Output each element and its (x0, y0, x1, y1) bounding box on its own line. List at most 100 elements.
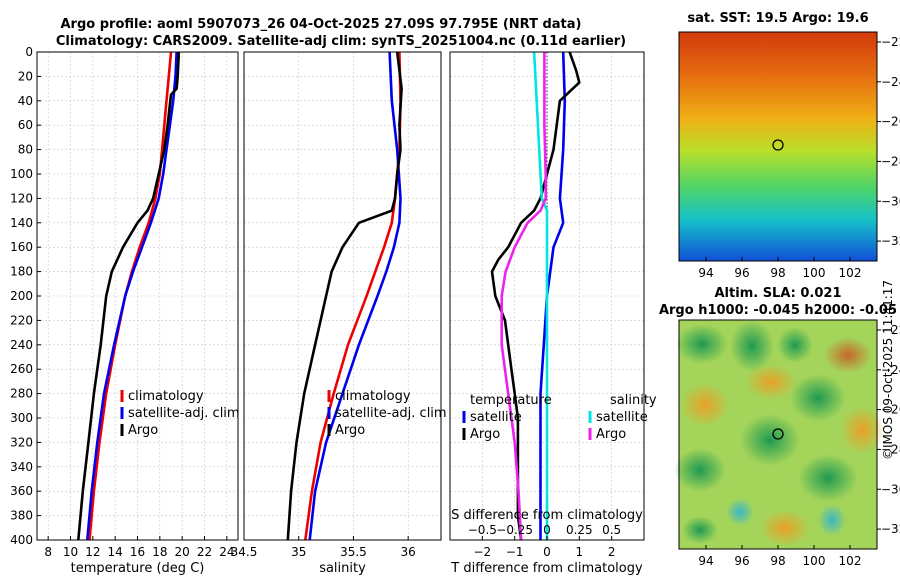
x-tick-label: 16 (130, 545, 145, 559)
secondary-x-tick-label: 0 (543, 523, 551, 537)
y-tick-label: 200 (10, 289, 33, 303)
map-x-tick-label: 100 (803, 266, 826, 280)
secondary-x-tick-label: −0.5 (468, 523, 497, 537)
y-tick-label: 240 (10, 338, 33, 352)
x-tick-label: 36 (401, 545, 416, 559)
map-x-tick-label: 98 (770, 554, 785, 568)
legend-entry: Argo (596, 427, 626, 442)
map-y-tick-label: −28 (881, 442, 900, 456)
y-tick-label: 340 (10, 460, 33, 474)
map-y-tick-label: −28 (881, 154, 900, 168)
y-tick-label: 20 (18, 69, 33, 83)
map-x-tick-label: 96 (734, 266, 749, 280)
secondary-x-tick-label: 0.5 (602, 523, 621, 537)
x-tick-label: 18 (152, 545, 167, 559)
map-y-tick-label: −26 (881, 115, 900, 129)
x-tick-label: 35.5 (340, 545, 367, 559)
x-tick-label: 10 (63, 545, 78, 559)
legend-entry: satellite (470, 410, 522, 425)
legend-entry: satellite-adj. clim (335, 406, 447, 421)
y-tick-label: 40 (18, 94, 33, 108)
x-axis-label: temperature (deg C) (71, 561, 205, 576)
series-line-satellite-adj-clim (308, 51, 402, 541)
sst-argo-location-marker (772, 139, 784, 151)
difference-panel: −2 −1 0 1 2 T difference from climatology temp… (449, 51, 657, 576)
legend-entry: Argo (335, 423, 365, 438)
y-tick-label: 360 (10, 484, 33, 498)
legend-title-salinity: salinity (610, 393, 657, 408)
x-axis-label: T difference from climatology (450, 561, 643, 576)
x-tick-label: −2 (473, 545, 491, 559)
y-tick-label: 160 (10, 240, 33, 254)
y-tick-label: 260 (10, 362, 33, 376)
sst-field (679, 32, 877, 261)
map-y-tick-label: −24 (881, 75, 900, 89)
legend-title-temperature: temperature (470, 393, 552, 408)
sla-map: Altim. SLA: 0.021 Argo h1000: -0.045 h20… (659, 286, 900, 568)
secondary-x-tick-label: −0.25 (496, 523, 533, 537)
map-y-tick-label: −32 (881, 234, 900, 248)
x-tick-label: 34.5 (231, 545, 258, 559)
y-tick-label: 400 (10, 533, 33, 547)
sla-anomaly-blobs (674, 320, 884, 546)
map-x-tick-label: 102 (839, 266, 862, 280)
y-tick-label: 120 (10, 191, 33, 205)
map-y-tick-label: −32 (881, 522, 900, 536)
sst-map: sat. SST: 19.5 Argo: 19.6 94 96 98 100 102 −2… (678, 11, 900, 280)
x-tick-label: 1 (576, 545, 584, 559)
map-y-tick-label: −24 (881, 363, 900, 377)
y-tick-label: 60 (18, 118, 33, 132)
sla-map-title: Altim. SLA: 0.021 (715, 286, 842, 301)
x-tick-label: 22 (197, 545, 212, 559)
x-tick-label: −1 (506, 545, 524, 559)
y-tick-label: 80 (18, 143, 33, 157)
series-line-argo (77, 51, 181, 541)
series-line-satellite-adj-clim (86, 51, 178, 541)
y-tick-label: 220 (10, 313, 33, 327)
y-tick-label: 140 (10, 216, 33, 230)
y-tick-label: 320 (10, 435, 33, 449)
legend-entry: climatology (335, 389, 411, 404)
imos-credit: ©IMOS 09-Oct-2025 11:41:17 (881, 280, 895, 460)
y-tick-label: 180 (10, 265, 33, 279)
map-x-tick-label: 102 (839, 554, 862, 568)
x-tick-label: 2 (608, 545, 616, 559)
secondary-x-tick-label: 0.25 (566, 523, 593, 537)
temperature-panel: 8 10 12 14 16 18 20 22 24 temperature (deg C) 0 20 4… (10, 45, 240, 576)
map-x-tick-label: 94 (698, 266, 713, 280)
secondary-axis-label: S difference from climatology (451, 508, 643, 523)
sla-argo-location-marker (772, 428, 784, 440)
figure-title-line2: Climatology: CARS2009. Satellite-adj cli… (56, 34, 626, 49)
legend-entry: satellite (596, 410, 648, 425)
map-y-tick-label: −30 (881, 482, 900, 496)
series-line-salinity-satellite (532, 51, 549, 540)
map-x-tick-label: 98 (770, 266, 785, 280)
x-tick-label: 0 (543, 545, 551, 559)
series-line-climatology (88, 51, 173, 541)
series-line-argo (286, 51, 403, 541)
legend-entry: climatology (128, 389, 204, 404)
sla-map-subtitle: Argo h1000: -0.045 h2000: -0.05 (659, 303, 897, 318)
x-axis-label: salinity (319, 561, 366, 576)
map-y-tick-label: −26 (881, 403, 900, 417)
y-tick-label: 300 (10, 411, 33, 425)
x-tick-label: 20 (175, 545, 190, 559)
legend-entry: Argo (128, 423, 158, 438)
x-tick-label: 8 (44, 545, 52, 559)
plot-frame (243, 51, 442, 541)
legend-entry: satellite-adj. clim (128, 406, 240, 421)
y-tick-label: 380 (10, 509, 33, 523)
map-x-tick-label: 96 (734, 554, 749, 568)
y-tick-label: 0 (25, 45, 33, 59)
y-tick-label: 280 (10, 387, 33, 401)
figure-title-line1: Argo profile: aoml 5907073_26 04-Oct-202… (61, 17, 582, 32)
legend-entry: Argo (470, 427, 500, 442)
series-line-salinity-argo (500, 52, 548, 541)
map-y-tick-label: −22 (881, 35, 900, 49)
sst-map-title: sat. SST: 19.5 Argo: 19.6 (687, 11, 868, 26)
map-y-tick-label: −30 (881, 194, 900, 208)
series-line-temperature-argo (490, 51, 581, 541)
map-x-tick-label: 100 (803, 554, 826, 568)
series-line-temperature-satellite (539, 51, 567, 540)
x-tick-label: 24 (219, 545, 234, 559)
